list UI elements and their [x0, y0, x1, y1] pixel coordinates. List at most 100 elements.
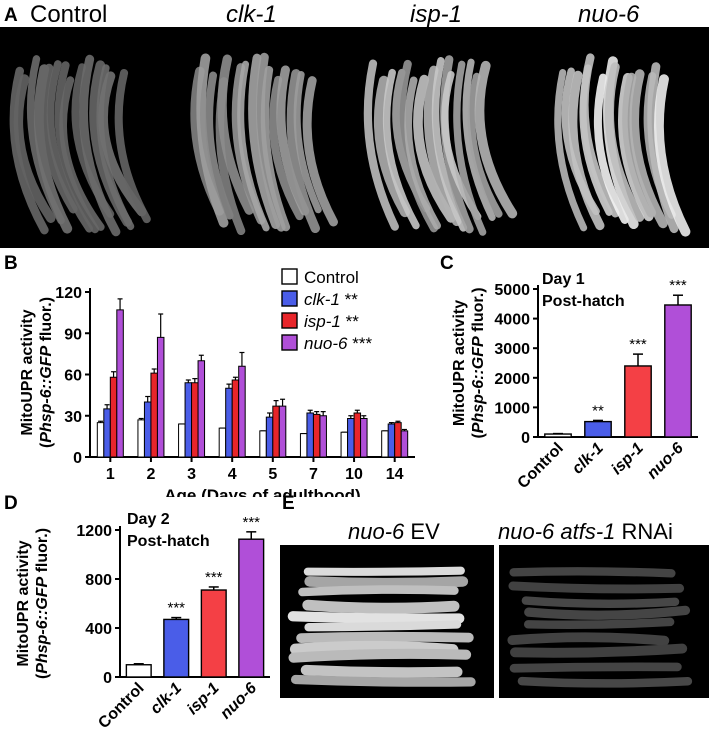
x-tick-label: 3 — [187, 466, 196, 483]
y-tick-label: 1200 — [76, 523, 112, 540]
y-tick-label: 120 — [55, 285, 82, 302]
bar — [259, 430, 267, 458]
panel-d-letter: D — [4, 493, 18, 514]
panel-e-worms-ev — [287, 566, 476, 687]
bar — [109, 376, 118, 458]
x-tick-label: isp-1 — [184, 680, 222, 718]
y-tick-label: 2000 — [494, 371, 530, 388]
y-tick-label: 5000 — [494, 282, 530, 299]
worm — [423, 65, 462, 227]
y-tick-label: 30 — [64, 409, 82, 426]
bar — [306, 412, 314, 458]
worm — [474, 60, 518, 219]
bar — [664, 304, 692, 438]
x-tick-label: 4 — [228, 466, 237, 483]
worm — [647, 62, 679, 234]
worm — [79, 54, 121, 237]
bar — [381, 430, 389, 458]
worm — [237, 60, 270, 232]
x-tick-label-group: Control — [515, 440, 567, 492]
bar — [238, 365, 246, 458]
x-tick-label: 7 — [309, 466, 318, 483]
annotation-line2: Post-hatch — [542, 293, 625, 310]
y-tick-label: 4000 — [494, 312, 530, 329]
y-tick-label: 0 — [103, 670, 112, 687]
y-axis-label-line2: (Phsp-6::GFP fluor.) — [38, 297, 55, 448]
worm — [517, 676, 693, 688]
x-tick-label: 1 — [106, 466, 115, 483]
worm — [507, 632, 670, 646]
bar — [200, 589, 227, 678]
significance-label: ** — [592, 402, 604, 419]
x-tick-label: 2 — [146, 466, 155, 483]
bar — [184, 382, 193, 458]
y-tick-label: 0 — [521, 430, 530, 447]
bar — [265, 416, 274, 458]
y-tick-label: 3000 — [494, 341, 530, 358]
worm — [462, 58, 496, 221]
x-tick-label-group: clk-1 — [147, 680, 185, 718]
x-tick-label-group: Control — [95, 680, 147, 732]
worm — [296, 631, 474, 643]
worm — [9, 66, 49, 235]
bar — [624, 365, 652, 438]
bar — [238, 538, 265, 678]
x-tick-label-group: isp-1 — [184, 680, 222, 718]
worm — [521, 596, 680, 609]
x-tick-label: nuo-6 — [644, 440, 687, 483]
bar — [278, 405, 287, 458]
y-axis-label: MitoUPR activity(Phsp-6::GFP fluor.) — [15, 528, 51, 679]
legend-swatch — [281, 268, 298, 285]
worm — [217, 54, 254, 215]
worm — [524, 605, 691, 620]
bar — [96, 422, 105, 458]
panel-a-worms — [9, 52, 691, 237]
panel-a-label-isp1: isp-1 — [410, 1, 463, 28]
worm — [290, 674, 476, 687]
legend-entry: nuo-6 *** — [304, 334, 372, 353]
bar — [225, 387, 233, 458]
y-tick-label: 0 — [73, 450, 82, 467]
worm — [523, 617, 675, 630]
x-tick-label-group: nuo-6 — [644, 440, 687, 483]
worm — [302, 76, 338, 227]
y-tick-label: 800 — [85, 572, 112, 589]
x-tick-label: isp-1 — [608, 440, 646, 478]
bar — [360, 418, 368, 458]
bar — [584, 420, 612, 438]
worm — [554, 69, 588, 232]
panel-a-letter: A — [4, 5, 18, 26]
worm — [300, 664, 463, 678]
worm — [59, 76, 105, 231]
worm — [276, 65, 310, 216]
bar — [137, 419, 145, 458]
worm — [653, 74, 691, 237]
panel-b-chart: 0 30 60 90 120 1 2 3 4 5 7 10 14 Age (Days of adultho… — [19, 268, 415, 497]
y-tick-label: 60 — [64, 368, 82, 385]
bar — [387, 423, 396, 458]
worm — [604, 62, 645, 222]
worm — [114, 68, 151, 224]
worm — [269, 75, 304, 221]
worm — [46, 60, 94, 233]
y-tick-label: 1000 — [494, 400, 530, 417]
worm — [302, 599, 460, 614]
worm — [373, 75, 410, 218]
x-tick-label: clk-1 — [569, 440, 607, 478]
panel-e-micrograph-ev — [280, 545, 494, 698]
panel-c-letter: C — [440, 253, 454, 274]
annotation-line1: Day 1 — [542, 271, 585, 288]
worm — [431, 57, 468, 232]
bar — [197, 360, 206, 458]
worm — [629, 69, 668, 229]
bar — [340, 431, 349, 458]
y-axis-label-line1: MitoUPR activity — [451, 300, 468, 426]
worm — [98, 71, 147, 217]
bar — [178, 423, 186, 458]
worm — [404, 76, 441, 230]
bar — [143, 401, 152, 458]
significance-label: *** — [242, 514, 260, 531]
worm — [303, 566, 465, 576]
bar — [103, 408, 111, 458]
panel-e-label-ev: nuo-6 EV — [348, 519, 440, 544]
